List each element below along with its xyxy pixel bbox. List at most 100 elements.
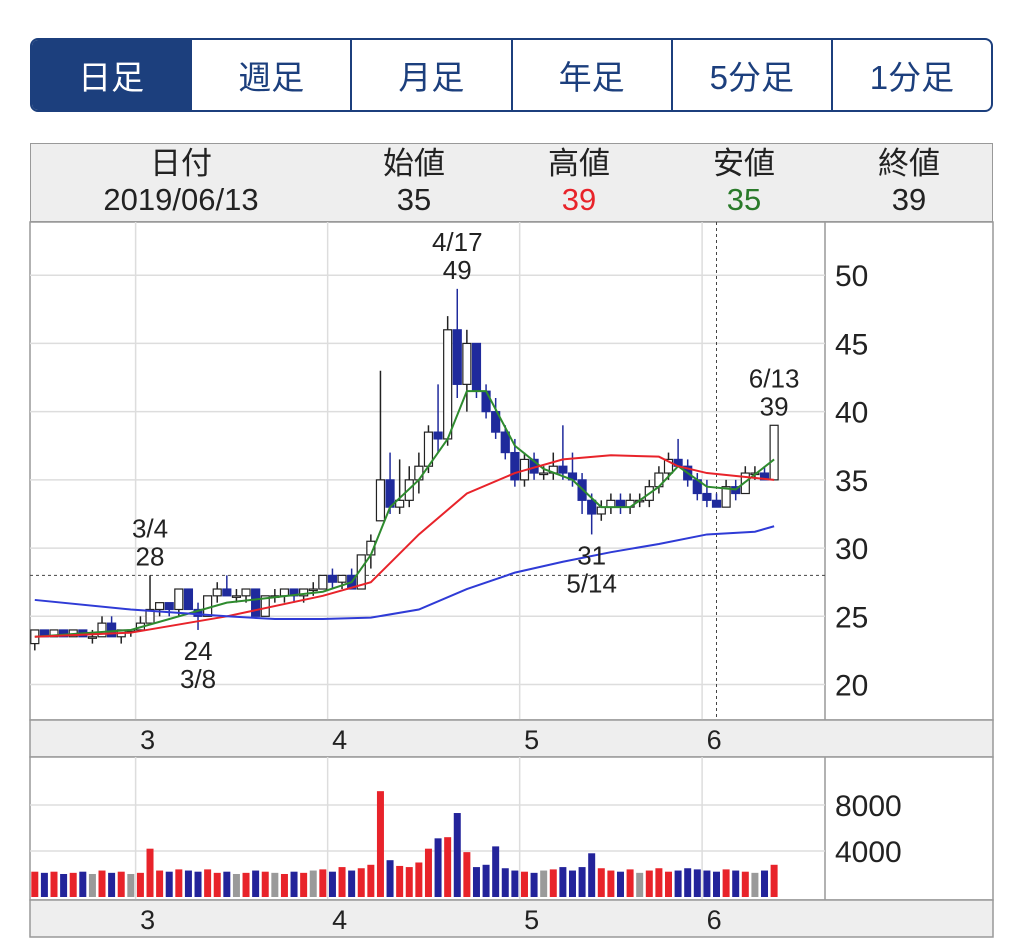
high-date: 3/4	[132, 513, 168, 543]
volume-bar	[492, 846, 500, 897]
candle-body	[251, 588, 261, 617]
volume-bar	[300, 872, 308, 897]
volume-bar	[328, 871, 336, 897]
moving-average	[34, 525, 775, 621]
volume-bar	[693, 869, 701, 897]
volume-bar	[117, 871, 125, 897]
volume-bar	[127, 873, 135, 897]
volume-bar	[444, 837, 452, 897]
x-tick-label: 4	[332, 725, 347, 755]
volume-bar	[607, 870, 615, 897]
volume-bar	[280, 873, 288, 897]
volume-bar	[540, 870, 548, 897]
volume-bar	[348, 870, 356, 897]
volume-bar	[415, 862, 423, 897]
x-tick-label: 6	[707, 725, 722, 755]
header-label: 日付	[150, 146, 212, 181]
tab[interactable]: 月足	[350, 40, 510, 110]
tab[interactable]: 週足	[190, 40, 350, 110]
candle-body	[356, 554, 366, 590]
tab[interactable]: 1分足	[830, 40, 991, 110]
volume-bar	[357, 868, 365, 897]
x-tick-label: 5	[524, 905, 539, 935]
header-column: 安値 35	[664, 146, 824, 218]
header-value: 39	[561, 182, 597, 217]
volume-bar	[597, 868, 605, 897]
tab[interactable]: 5分足	[670, 40, 831, 110]
volume-bar	[578, 867, 586, 897]
volume-bar	[616, 871, 624, 897]
volume-bar	[636, 872, 644, 897]
candle-body	[155, 602, 165, 611]
moving-average	[34, 390, 775, 638]
x-tick-label: 5	[524, 725, 539, 755]
tab[interactable]: 日足	[32, 40, 191, 110]
candle-body	[711, 499, 722, 508]
volume-bar	[88, 873, 96, 897]
volume-bar	[213, 872, 221, 897]
candle-body	[107, 622, 117, 638]
volume-bar	[40, 872, 48, 897]
volume-bar	[559, 867, 567, 897]
volume-bar	[741, 871, 749, 897]
volume-bar	[549, 869, 557, 897]
candle-body	[308, 588, 318, 592]
volume-bar	[252, 870, 260, 897]
header-column: 日付 2019/06/13	[101, 146, 261, 218]
candle-body	[510, 451, 520, 481]
candle-body	[174, 588, 184, 611]
volume-bar	[175, 869, 183, 897]
candle-body	[606, 499, 616, 508]
volume-bar	[472, 867, 480, 897]
y-tick-label: 30	[835, 533, 868, 566]
candle-body	[375, 479, 386, 522]
moving-average	[34, 454, 775, 638]
volume-bar	[530, 872, 538, 897]
header-value: 35	[726, 182, 762, 217]
header-column: 終値 39	[829, 146, 989, 218]
candle-body	[587, 499, 597, 515]
candle-body	[183, 588, 194, 611]
volume-bar	[761, 870, 769, 897]
volume-bar	[588, 853, 596, 897]
candle-body	[145, 608, 155, 624]
y-tick-label: 50	[835, 260, 868, 293]
volume-bar	[204, 869, 212, 897]
candle-body	[433, 431, 443, 440]
candle-body	[241, 588, 251, 597]
candle-body	[164, 602, 174, 611]
volume-bar	[98, 870, 106, 897]
volume-bar	[568, 870, 576, 897]
high-date: 6/13	[749, 363, 800, 393]
x-tick-label: 4	[332, 905, 347, 935]
candle-body	[327, 574, 338, 583]
candle-body	[663, 458, 674, 474]
candle-body	[260, 595, 270, 617]
high-date: 4/17	[432, 227, 483, 257]
volume-bar	[434, 838, 442, 897]
volume-bar	[501, 868, 509, 897]
tab[interactable]: 年足	[510, 40, 671, 110]
candle-body	[558, 465, 568, 474]
y-tick-label: 8000	[835, 790, 902, 823]
candle-body	[222, 588, 232, 597]
x-axis-row	[29, 899, 994, 938]
volume-bar	[271, 872, 279, 897]
low-value: 24	[184, 636, 213, 666]
volume-bar	[520, 871, 528, 897]
volume-bar	[69, 872, 77, 897]
candle-body	[481, 390, 491, 413]
header-column: 高値 39	[499, 146, 659, 218]
volume-bar	[136, 872, 144, 897]
volume-bar	[309, 870, 317, 897]
volume-bar	[184, 870, 192, 897]
candle-body	[87, 636, 98, 639]
candle-body	[615, 499, 626, 508]
x-tick-label: 3	[140, 905, 155, 935]
candle-body	[596, 506, 606, 515]
x-axis-row	[29, 719, 994, 758]
header-label: 始値	[383, 146, 445, 181]
candle-body	[769, 424, 779, 481]
volume-bar	[722, 869, 730, 897]
volume-bar	[645, 870, 653, 897]
